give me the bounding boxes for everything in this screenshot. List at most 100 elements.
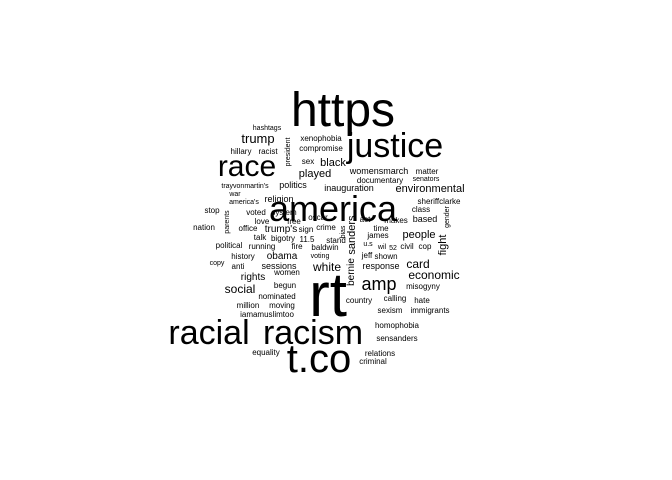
cloud-word-trayvonmartin-s: trayvonmartin's: [221, 183, 269, 190]
cloud-word-sheriffclarke: sheriffclarke: [418, 197, 462, 206]
cloud-word-politics: politics: [279, 180, 307, 190]
cloud-word-history: history: [231, 252, 255, 261]
cloud-word-fire: fire: [291, 242, 303, 251]
cloud-word-love: love: [255, 217, 270, 226]
cloud-word-trump: trump: [241, 131, 274, 146]
cloud-word-moving: moving: [269, 301, 295, 310]
cloud-word-documentary: documentary: [357, 176, 403, 185]
cloud-word-talk: talk: [254, 233, 267, 242]
cloud-word-parents: parents: [224, 210, 231, 234]
cloud-word-bias: bias: [340, 225, 347, 238]
cloud-word-senators: senators: [413, 176, 440, 183]
cloud-word-https: https: [291, 84, 395, 137]
cloud-word-rt: rt: [309, 261, 347, 330]
cloud-word-environmental: environmental: [395, 183, 464, 195]
cloud-word-trump-s: trump's: [265, 224, 297, 235]
cloud-word-time: time: [373, 224, 389, 233]
cloud-word-political: political: [216, 241, 243, 250]
cloud-word-racism: racism: [263, 314, 363, 352]
cloud-word-country: country: [346, 296, 372, 305]
cloud-word-shown: shown: [374, 252, 397, 261]
cloud-word-million: million: [237, 301, 260, 310]
cloud-word-bigotry: bigotry: [271, 234, 295, 243]
cloud-word-sensanders: sensanders: [376, 334, 417, 343]
cloud-word-based: based: [413, 214, 438, 224]
cloud-word-52: 52: [389, 245, 397, 252]
cloud-word-bernie: bernie: [346, 258, 357, 286]
cloud-word-response: response: [362, 261, 399, 271]
cloud-word-calling: calling: [384, 294, 407, 303]
cloud-word-racial: racial: [168, 314, 249, 352]
cloud-word-jeff: jeff: [361, 251, 373, 260]
cloud-word-social: social: [225, 282, 256, 296]
cloud-word-women: women: [273, 268, 300, 277]
cloud-word-copy: copy: [210, 260, 225, 267]
cloud-word-sexism: sexism: [378, 306, 403, 315]
cloud-word-gender: gender: [444, 205, 451, 227]
cloud-word-class: class: [412, 205, 430, 214]
cloud-word-cop: cop: [419, 242, 432, 251]
cloud-word-relations: relations: [365, 349, 395, 358]
cloud-word-justice: justice: [346, 127, 443, 165]
cloud-word-voting: voting: [311, 253, 330, 260]
cloud-word-inauguration: inauguration: [324, 183, 374, 193]
cloud-word-black: black: [320, 157, 346, 169]
cloud-word-xenophobia: xenophobia: [300, 134, 342, 143]
cloud-word-rights: rights: [241, 272, 265, 283]
cloud-word-sign: sign: [299, 225, 314, 234]
cloud-word-t-co: t.co: [287, 337, 351, 381]
cloud-word-homophobia: homophobia: [375, 321, 420, 330]
cloud-word-america-s: america's: [229, 199, 259, 206]
cloud-word-hate: hate: [414, 296, 430, 305]
cloud-word-president: president: [285, 138, 292, 167]
cloud-word-religion: religion: [264, 194, 293, 204]
cloud-word-hillary: hillary: [231, 147, 252, 156]
cloud-word-card: card: [406, 257, 429, 271]
cloud-word-criminal: criminal: [359, 357, 387, 366]
cloud-word-office: office: [239, 224, 259, 233]
cloud-word-oscar: oscar: [308, 213, 328, 222]
cloud-word-makes: makes: [384, 216, 408, 225]
cloud-word-racist: racist: [258, 147, 278, 156]
cloud-word-iamamuslimtoo: iamamuslimtoo: [240, 310, 294, 319]
cloud-word-stop: stop: [204, 206, 220, 215]
cloud-word-hashtags: hashtags: [253, 125, 282, 132]
cloud-word-u-s: u.s: [363, 241, 373, 248]
cloud-word-amp: amp: [361, 274, 396, 294]
cloud-word-race: race: [218, 150, 276, 183]
cloud-word-nominated: nominated: [258, 292, 295, 301]
cloud-word-running: running: [249, 242, 276, 251]
cloud-word-equality: equality: [252, 348, 280, 357]
cloud-word-misogyny: misogyny: [406, 282, 440, 291]
cloud-word-immigrants: immigrants: [410, 306, 449, 315]
cloud-word-begun: begun: [274, 281, 296, 290]
cloud-word-played: played: [299, 168, 331, 180]
cloud-word-stand: stand: [326, 236, 346, 245]
cloud-word-womensmarch: womensmarch: [349, 166, 409, 176]
cloud-word-sanders: sanders: [346, 215, 358, 255]
cloud-word-crime: crime: [316, 223, 336, 232]
cloud-word-wil: wil: [377, 244, 387, 251]
cloud-word-system: system: [271, 208, 297, 217]
cloud-word-people: people: [402, 229, 435, 241]
cloud-word-11-5: 11.5: [300, 235, 316, 244]
cloud-word-baldwin: baldwin: [311, 243, 338, 252]
cloud-word-nation: nation: [193, 223, 215, 232]
cloud-word-sex: sex: [302, 157, 314, 166]
cloud-word-compromise: compromise: [299, 144, 343, 153]
cloud-word-fight: fight: [437, 235, 449, 256]
cloud-word-white: white: [312, 260, 341, 274]
cloud-word-america: america: [269, 188, 398, 229]
cloud-word-matter: matter: [416, 167, 439, 176]
cloud-word-james: james: [366, 231, 388, 240]
cloud-word-obama: obama: [267, 251, 298, 262]
cloud-word-war: war: [228, 191, 241, 198]
cloud-word-voted: voted: [246, 208, 266, 217]
cloud-word-economic: economic: [408, 268, 459, 282]
cloud-word-sessions: sessions: [261, 261, 297, 271]
cloud-word-anti: anti: [232, 262, 245, 271]
cloud-word-civil: civil: [400, 242, 414, 251]
cloud-word-act: act: [360, 215, 371, 224]
cloud-word-free: free: [287, 217, 301, 226]
